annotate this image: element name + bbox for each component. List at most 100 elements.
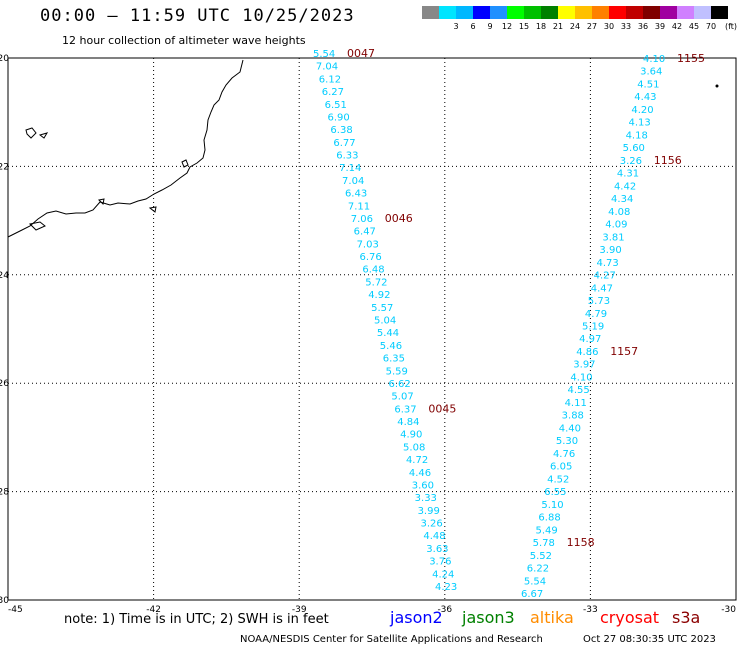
wave-height-value: 3.26 — [420, 519, 442, 530]
satellite-legend-altika: altika — [530, 608, 574, 627]
page-subtitle: 12 hour collection of altimeter wave hei… — [62, 34, 306, 47]
wave-height-value: 3.76 — [429, 557, 451, 568]
color-label: 39 — [654, 22, 666, 31]
wave-height-value: 5.78 — [533, 538, 555, 549]
island-outline — [181, 159, 189, 168]
color-swatch — [694, 6, 711, 19]
wave-height-value: 4.84 — [397, 417, 419, 428]
y-tick-label: -22 — [0, 162, 9, 172]
wave-height-value: 4.51 — [637, 79, 659, 90]
wave-height-value: 7.14 — [339, 163, 361, 174]
wave-height-value: 4.23 — [435, 582, 457, 593]
color-swatch — [473, 6, 490, 19]
wave-height-value: 4.10 — [570, 372, 592, 383]
color-label: 9 — [487, 22, 493, 31]
x-tick-label: -39 — [292, 605, 307, 615]
wave-height-value: 6.33 — [336, 151, 358, 162]
wave-height-value: 5.57 — [371, 303, 393, 314]
x-tick-label: -36 — [437, 605, 452, 615]
pass-time-label: 1157 — [610, 345, 638, 358]
color-swatch — [626, 6, 643, 19]
wave-height-value: 6.76 — [359, 252, 381, 263]
color-swatch — [507, 6, 524, 19]
color-label: 33 — [620, 22, 632, 31]
wave-height-value: 6.55 — [544, 487, 566, 498]
wave-height-value: 4.55 — [567, 385, 589, 396]
wave-height-value: 6.12 — [319, 74, 341, 85]
pass-time-label: 0045 — [428, 402, 456, 415]
wave-height-value: 4.92 — [368, 290, 390, 301]
color-swatch — [592, 6, 609, 19]
color-swatch — [558, 6, 575, 19]
wave-height-value: 4.42 — [614, 181, 636, 192]
wave-height-value: 4.13 — [628, 118, 650, 129]
color-swatch — [643, 6, 660, 19]
wave-height-value: 3.64 — [640, 67, 662, 78]
coastline — [7, 59, 244, 238]
color-label: 18 — [535, 22, 547, 31]
wave-height-value: 4.86 — [576, 347, 598, 358]
wave-height-value: 5.44 — [377, 328, 399, 339]
color-label: 24 — [569, 22, 581, 31]
wave-height-value: 6.62 — [389, 379, 411, 390]
wave-height-value: 4.40 — [559, 423, 581, 434]
wave-height-value: 6.37 — [394, 404, 416, 415]
color-unit: (ft) — [725, 22, 738, 31]
wave-height-value: 6.67 — [521, 589, 543, 600]
wave-height-value: 4.76 — [553, 449, 575, 460]
color-label: 27 — [586, 22, 598, 31]
wave-height-value: 3.63 — [426, 544, 448, 555]
wave-height-value: 5.54 — [313, 49, 335, 60]
color-swatch — [524, 6, 541, 19]
color-swatch — [490, 6, 507, 19]
wave-height-value: 6.77 — [333, 138, 355, 149]
color-swatch — [677, 6, 694, 19]
credit-text: NOAA/NESDIS Center for Satellite Applica… — [240, 634, 543, 645]
wave-height-value: 6.38 — [330, 125, 352, 136]
wave-height-value: 5.52 — [530, 551, 552, 562]
wave-height-value: 4.20 — [631, 105, 653, 116]
satellite-legend-s3a: s3a — [672, 608, 701, 627]
satellite-legend-jason2: jason2 — [390, 608, 443, 627]
wave-height-value: 4.09 — [605, 220, 627, 231]
wave-height-value: 5.73 — [588, 296, 610, 307]
wave-height-value: 7.11 — [348, 201, 370, 212]
wave-height-value: 6.27 — [322, 87, 344, 98]
wave-height-value: 6.90 — [328, 112, 350, 123]
pass-time-label: 1155 — [677, 52, 705, 65]
wave-height-value: 4.11 — [565, 398, 587, 409]
generated-timestamp: Oct 27 08:30:35 UTC 2023 — [583, 634, 716, 645]
wave-height-value: 4.47 — [591, 283, 613, 294]
wave-height-value: 4.31 — [617, 169, 639, 180]
x-tick-label: -33 — [583, 605, 598, 615]
wave-height-value: 5.19 — [582, 322, 604, 333]
wave-height-value: 3.90 — [599, 245, 621, 256]
color-swatch — [711, 6, 728, 19]
island-dot — [715, 84, 719, 88]
wave-height-value: 4.97 — [579, 334, 601, 345]
island-outline — [25, 127, 37, 139]
color-swatch — [439, 6, 456, 19]
x-tick-label: -30 — [721, 605, 736, 615]
wave-height-value: 5.10 — [541, 500, 563, 511]
wave-height-value: 4.52 — [547, 474, 569, 485]
y-tick-label: -30 — [0, 596, 9, 606]
wave-height-value: 4.48 — [423, 531, 445, 542]
wave-height-value: 4.90 — [400, 430, 422, 441]
pass-time-label: 0047 — [347, 47, 375, 60]
wave-height-value: 7.03 — [357, 239, 379, 250]
wave-height-value: 6.35 — [383, 354, 405, 365]
wave-height-value: 4.72 — [406, 455, 428, 466]
wave-height-value: 5.08 — [403, 442, 425, 453]
color-label: 15 — [518, 22, 530, 31]
wave-height-value: 6.88 — [538, 513, 560, 524]
wave-height-value: 4.10 — [643, 54, 665, 65]
wave-height-value: 3.26 — [620, 156, 642, 167]
wave-height-value: 5.07 — [391, 392, 413, 403]
color-label: 42 — [671, 22, 683, 31]
wave-height-value: 3.88 — [562, 411, 584, 422]
wave-height-value: 5.30 — [556, 436, 578, 447]
wave-height-value: 6.22 — [527, 564, 549, 575]
color-label: 6 — [470, 22, 476, 31]
